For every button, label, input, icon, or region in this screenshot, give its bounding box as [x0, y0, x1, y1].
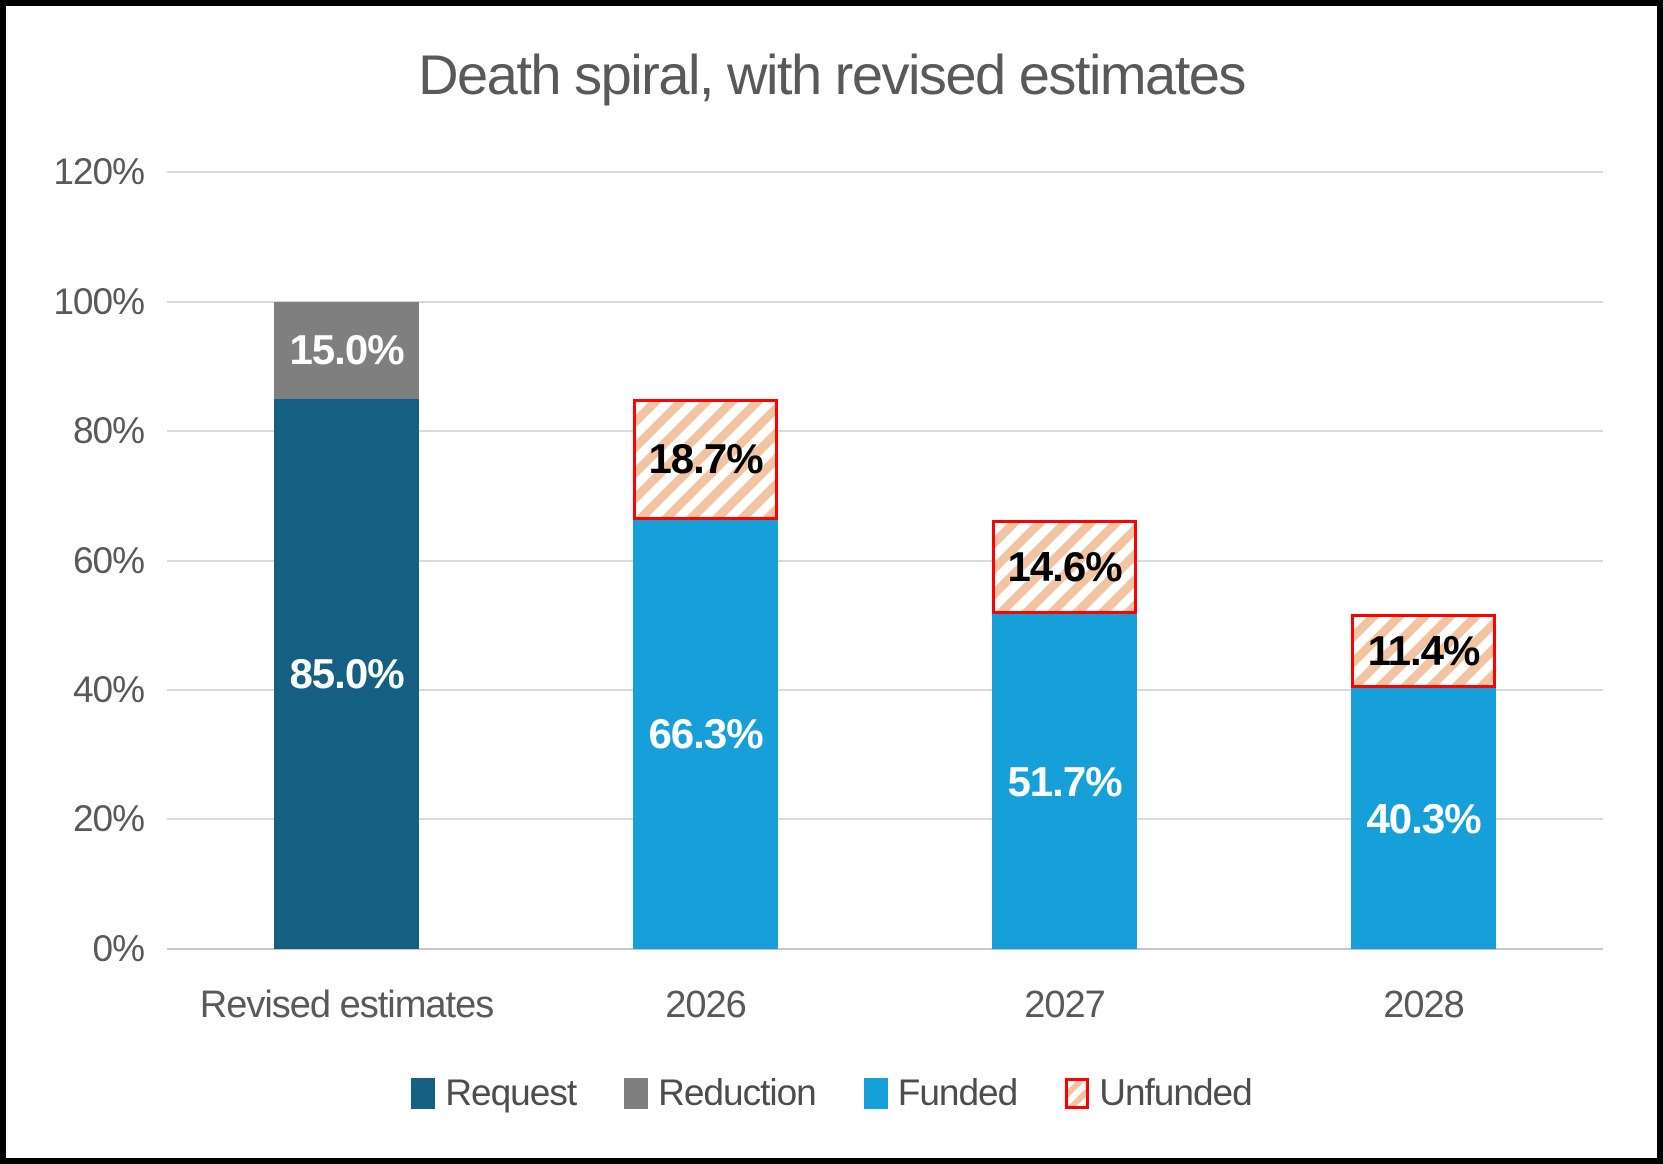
plot-area: 15.0% 85.0% 18.7% 66.3%: [167, 171, 1603, 950]
segment-label: 85.0%: [289, 649, 404, 697]
segment-unfunded: 18.7%: [633, 398, 778, 520]
segment-label: 51.7%: [1007, 757, 1122, 805]
segment-request: 85.0%: [274, 398, 419, 949]
x-tick-label: Revised estimates: [199, 984, 494, 1026]
gridline: [167, 818, 1603, 821]
segment-funded: 51.7%: [992, 614, 1137, 949]
y-axis: 120% 100% 80% 60% 40% 20% 0%: [6, 151, 145, 969]
y-tick-label: 80%: [72, 409, 145, 451]
legend-label: Request: [445, 1072, 577, 1113]
funded-swatch-icon: [863, 1077, 888, 1109]
segment-funded: 40.3%: [1351, 688, 1496, 949]
y-tick-label: 120%: [53, 151, 145, 192]
legend-item-unfunded: Unfunded: [1065, 1072, 1253, 1114]
unfunded-swatch-icon: [1065, 1077, 1090, 1109]
legend: Request Reduction Funded Unfunded: [6, 1072, 1657, 1114]
bar-2028: 11.4% 40.3%: [1351, 172, 1496, 949]
legend-item-reduction: Reduction: [624, 1072, 817, 1114]
legend-item-funded: Funded: [863, 1072, 1018, 1114]
legend-label: Unfunded: [1099, 1072, 1252, 1113]
y-tick-label: 0%: [92, 928, 145, 969]
request-swatch-icon: [411, 1077, 436, 1109]
segment-unfunded: 14.6%: [992, 519, 1137, 615]
segment-unfunded: 11.4%: [1351, 614, 1496, 689]
gridline: [167, 300, 1603, 303]
y-tick-label: 40%: [72, 669, 145, 710]
legend-label: Reduction: [658, 1072, 817, 1113]
bar-column-2027: 14.6% 51.7%: [885, 172, 1244, 949]
bars-container: 15.0% 85.0% 18.7% 66.3%: [167, 172, 1603, 949]
bar-column-2026: 18.7% 66.3%: [526, 172, 885, 949]
gridline: [167, 689, 1603, 691]
y-tick-label: 60%: [72, 539, 145, 581]
y-tick-label: 20%: [72, 798, 145, 840]
bar-2027: 14.6% 51.7%: [992, 172, 1137, 949]
x-axis: Revised estimates 2026 2027 2028: [167, 984, 1603, 1027]
legend-label: Funded: [897, 1072, 1018, 1113]
segment-label: 15.0%: [289, 326, 404, 374]
gridline: [167, 171, 1603, 173]
x-axis-line: [167, 948, 1603, 950]
segment-label: 11.4%: [1367, 627, 1481, 675]
x-tick-label: 2026: [665, 984, 747, 1026]
bar-revised-estimates: 15.0% 85.0%: [274, 172, 419, 949]
chart-title: Death spiral, with revised estimates: [418, 43, 1246, 106]
bar-column-revised-estimates: 15.0% 85.0%: [167, 172, 526, 949]
segment-label: 18.7%: [648, 435, 763, 483]
bar-column-2028: 11.4% 40.3%: [1244, 172, 1603, 949]
segment-label: 14.6%: [1007, 542, 1122, 590]
bar-2026: 18.7% 66.3%: [633, 172, 778, 949]
segment-label: 40.3%: [1366, 794, 1481, 842]
segment-funded: 66.3%: [633, 519, 778, 949]
segment-label: 66.3%: [648, 710, 763, 758]
legend-item-request: Request: [411, 1072, 577, 1114]
reduction-swatch-icon: [624, 1077, 649, 1109]
x-tick-label: 2028: [1383, 984, 1465, 1026]
y-tick-label: 100%: [53, 280, 145, 322]
gridline: [167, 429, 1603, 432]
segment-reduction: 15.0%: [274, 301, 419, 399]
x-tick-label: 2027: [1024, 984, 1106, 1026]
gridline: [167, 559, 1603, 562]
